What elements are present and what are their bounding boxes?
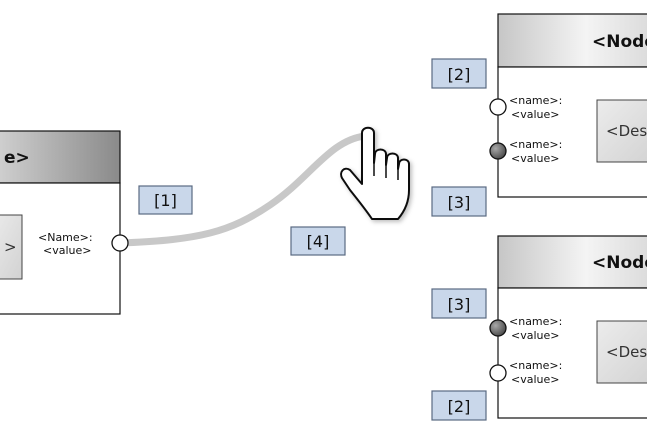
callout-3-bottom-label: [3] <box>448 295 471 314</box>
callout-2-bottom-label: [2] <box>448 397 471 416</box>
top-right-node-description-box <box>596 99 647 163</box>
bottom-right-port-2-value: <value> <box>511 373 559 386</box>
callout-1-label: [1] <box>154 191 177 210</box>
callout-3-bottom: [3] <box>431 288 487 319</box>
hand-pointer-icon <box>340 126 410 220</box>
left-node-output-port[interactable] <box>111 234 129 252</box>
bottom-right-port-1-value: <value> <box>511 329 559 342</box>
bottom-right-input-port-1[interactable] <box>489 319 507 337</box>
callout-3-top: [3] <box>431 186 487 217</box>
bottom-right-port-2-name: <name>: <box>509 359 562 372</box>
callout-4-label: [4] <box>307 232 330 251</box>
left-node-header <box>0 130 121 184</box>
top-right-input-port-1[interactable] <box>489 98 507 116</box>
callout-2-bottom: [2] <box>431 390 487 421</box>
top-right-port-1-name: <name>: <box>509 94 562 107</box>
callout-4: [4] <box>290 226 346 256</box>
bottom-right-node-title: <Node <box>592 253 647 273</box>
left-port-value: <value> <box>43 244 91 257</box>
left-node-title: e> <box>4 148 30 168</box>
bottom-right-input-port-2[interactable] <box>489 364 507 382</box>
connection-wire[interactable] <box>116 132 369 247</box>
top-right-node-header <box>497 13 647 68</box>
left-port-name: <Name>: <box>38 231 93 244</box>
bottom-right-node-header <box>497 235 647 289</box>
bottom-right-node[interactable]: <Node <Des <name>: <value> <name>: <valu… <box>489 235 647 419</box>
left-node-description-box <box>0 214 23 280</box>
top-right-port-2-value: <value> <box>511 152 559 165</box>
left-node[interactable]: e> > <Name>: <value> <box>0 130 121 315</box>
left-node-description: > <box>4 238 17 256</box>
top-right-port-1-value: <value> <box>511 108 559 121</box>
bottom-right-node-description: <Des <box>606 343 647 361</box>
bottom-right-node-description-box <box>596 320 647 384</box>
callout-3-top-label: [3] <box>448 193 471 212</box>
top-right-node-title: <Node <box>592 32 647 52</box>
top-right-node-description: <Des <box>606 122 647 140</box>
callout-2-top-label: [2] <box>448 65 471 84</box>
top-right-port-2-name: <name>: <box>509 138 562 151</box>
top-right-node[interactable]: <Node <Des <name>: <value> <name>: <valu… <box>489 13 647 198</box>
top-right-input-port-2[interactable] <box>489 142 507 160</box>
bottom-right-port-1-name: <name>: <box>509 315 562 328</box>
callout-1: [1] <box>138 185 193 215</box>
callout-2-top: [2] <box>431 58 487 89</box>
